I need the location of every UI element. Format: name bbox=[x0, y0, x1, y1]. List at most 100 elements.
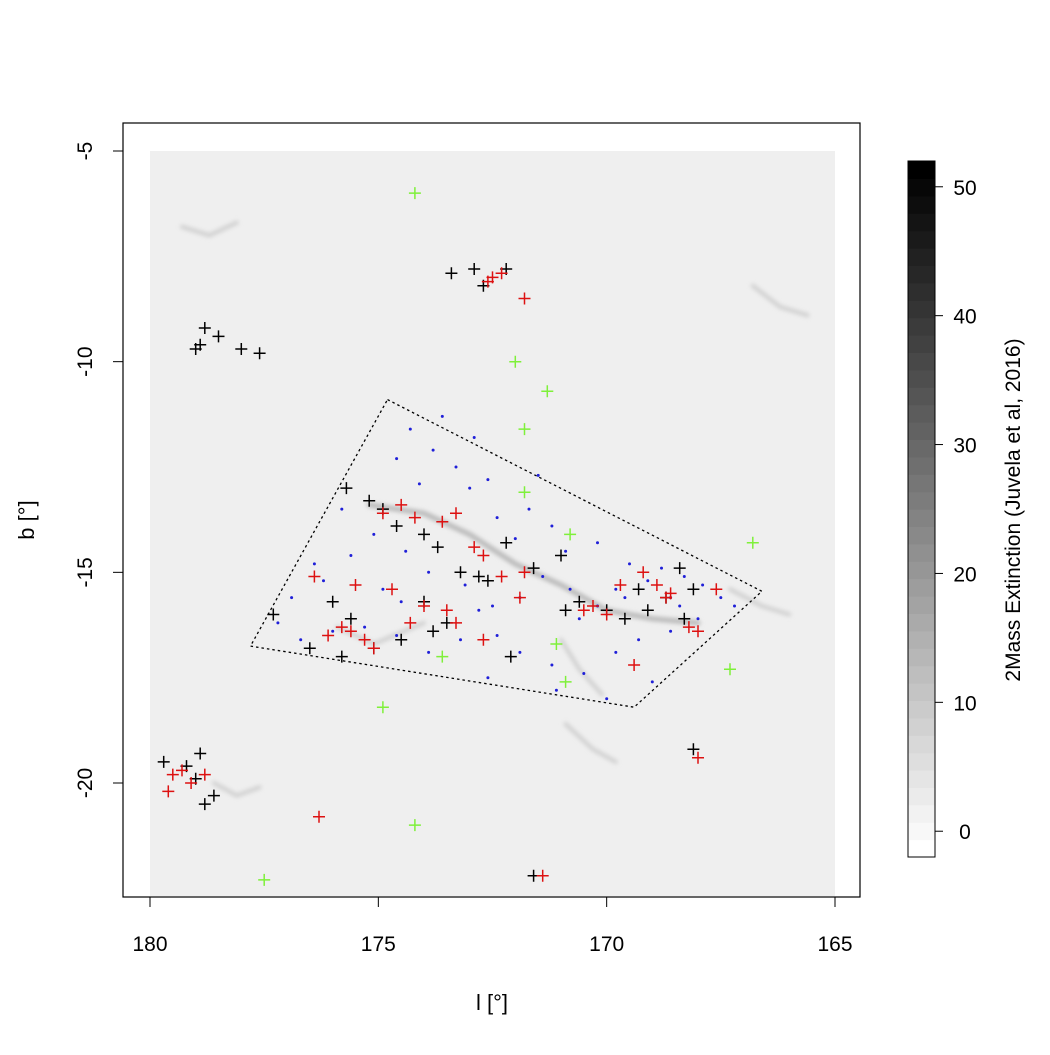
x-axis-label: l [°] bbox=[476, 990, 508, 1015]
data-point bbox=[692, 751, 704, 764]
data-point bbox=[372, 532, 376, 536]
data-point bbox=[267, 608, 280, 621]
data-point bbox=[189, 343, 202, 355]
data-point bbox=[550, 663, 554, 667]
data-point bbox=[582, 672, 586, 675]
data-point bbox=[395, 633, 408, 646]
y-axis-label: b [°] bbox=[14, 500, 39, 539]
data-point bbox=[322, 629, 335, 642]
data-point bbox=[554, 688, 558, 692]
colorbar-band bbox=[908, 369, 935, 388]
data-point bbox=[390, 520, 403, 532]
filament bbox=[180, 220, 239, 238]
colorbar-band bbox=[908, 752, 935, 771]
data-point bbox=[290, 596, 294, 600]
data-point bbox=[427, 650, 431, 654]
colorbar-band bbox=[908, 839, 935, 858]
colorbar-band bbox=[908, 404, 935, 423]
data-point bbox=[678, 612, 691, 625]
colorbar-band bbox=[908, 161, 935, 179]
data-point bbox=[408, 187, 421, 200]
colorbar-band bbox=[908, 613, 935, 632]
extinction-map bbox=[150, 151, 835, 896]
data-point bbox=[468, 541, 481, 554]
x-tick-label: 180 bbox=[132, 933, 167, 956]
data-point bbox=[577, 617, 581, 621]
data-point bbox=[381, 587, 385, 591]
data-point bbox=[568, 587, 572, 591]
data-point bbox=[166, 768, 179, 781]
data-point bbox=[682, 575, 686, 578]
data-point bbox=[344, 625, 357, 638]
y-tick-label: -5 bbox=[74, 142, 97, 161]
data-point bbox=[418, 600, 430, 612]
colorbar-band bbox=[908, 352, 935, 371]
colorbar-band bbox=[908, 509, 935, 527]
data-point bbox=[454, 465, 458, 469]
x-axis: 180 175 170 165 bbox=[132, 896, 853, 956]
colorbar-band bbox=[908, 648, 935, 667]
data-point bbox=[376, 507, 389, 520]
data-point bbox=[399, 600, 403, 604]
extinction-filaments bbox=[180, 220, 810, 798]
data-point bbox=[427, 625, 440, 638]
x-tick-label: 165 bbox=[817, 933, 852, 956]
data-point bbox=[312, 562, 316, 566]
colorbar-band bbox=[908, 700, 935, 719]
colorbar-band bbox=[908, 230, 935, 249]
data-point bbox=[527, 507, 531, 511]
colorbar-band bbox=[908, 439, 935, 458]
data-point bbox=[509, 355, 522, 368]
data-point bbox=[491, 604, 494, 608]
data-point bbox=[573, 595, 586, 608]
colorbar-band bbox=[908, 596, 935, 614]
data-point bbox=[564, 549, 568, 553]
colorbar-tick-label: 50 bbox=[953, 177, 976, 200]
data-point bbox=[258, 873, 271, 886]
data-point bbox=[495, 634, 499, 637]
colorbar-tick-label: 30 bbox=[953, 435, 976, 458]
data-point bbox=[395, 498, 408, 511]
data-point bbox=[363, 625, 367, 629]
data-point bbox=[468, 486, 472, 490]
data-point bbox=[472, 570, 485, 583]
data-point bbox=[614, 579, 627, 591]
colorbar-band bbox=[908, 578, 935, 597]
colorbar-band bbox=[908, 665, 935, 684]
data-point bbox=[335, 650, 348, 663]
series-3 bbox=[258, 187, 759, 886]
data-point bbox=[600, 608, 613, 621]
data-point bbox=[495, 267, 508, 280]
data-point bbox=[614, 650, 618, 654]
data-point bbox=[641, 604, 654, 617]
data-point bbox=[623, 596, 627, 600]
data-point bbox=[308, 570, 321, 583]
data-point bbox=[440, 414, 444, 418]
data-point bbox=[481, 275, 494, 288]
colorbar-tick-label: 40 bbox=[953, 306, 976, 329]
data-point bbox=[417, 482, 421, 486]
data-point bbox=[468, 263, 481, 275]
data-point bbox=[185, 777, 198, 789]
colorbar-band bbox=[908, 630, 935, 649]
filament bbox=[750, 283, 810, 318]
data-point bbox=[719, 596, 723, 600]
data-point bbox=[404, 549, 408, 553]
data-point bbox=[701, 583, 705, 587]
data-point bbox=[386, 583, 398, 596]
data-point bbox=[395, 457, 399, 461]
data-point bbox=[486, 676, 490, 680]
y-tick-label: -10 bbox=[74, 346, 97, 376]
data-point bbox=[235, 343, 248, 355]
points-layer bbox=[157, 187, 759, 886]
data-point bbox=[431, 541, 444, 554]
data-point bbox=[664, 587, 677, 600]
data-point bbox=[207, 789, 220, 802]
data-point bbox=[637, 566, 650, 579]
data-point bbox=[513, 591, 526, 604]
data-point bbox=[363, 494, 376, 507]
data-point bbox=[450, 616, 462, 629]
series-1 bbox=[157, 263, 700, 882]
colorbar-band bbox=[908, 787, 935, 806]
